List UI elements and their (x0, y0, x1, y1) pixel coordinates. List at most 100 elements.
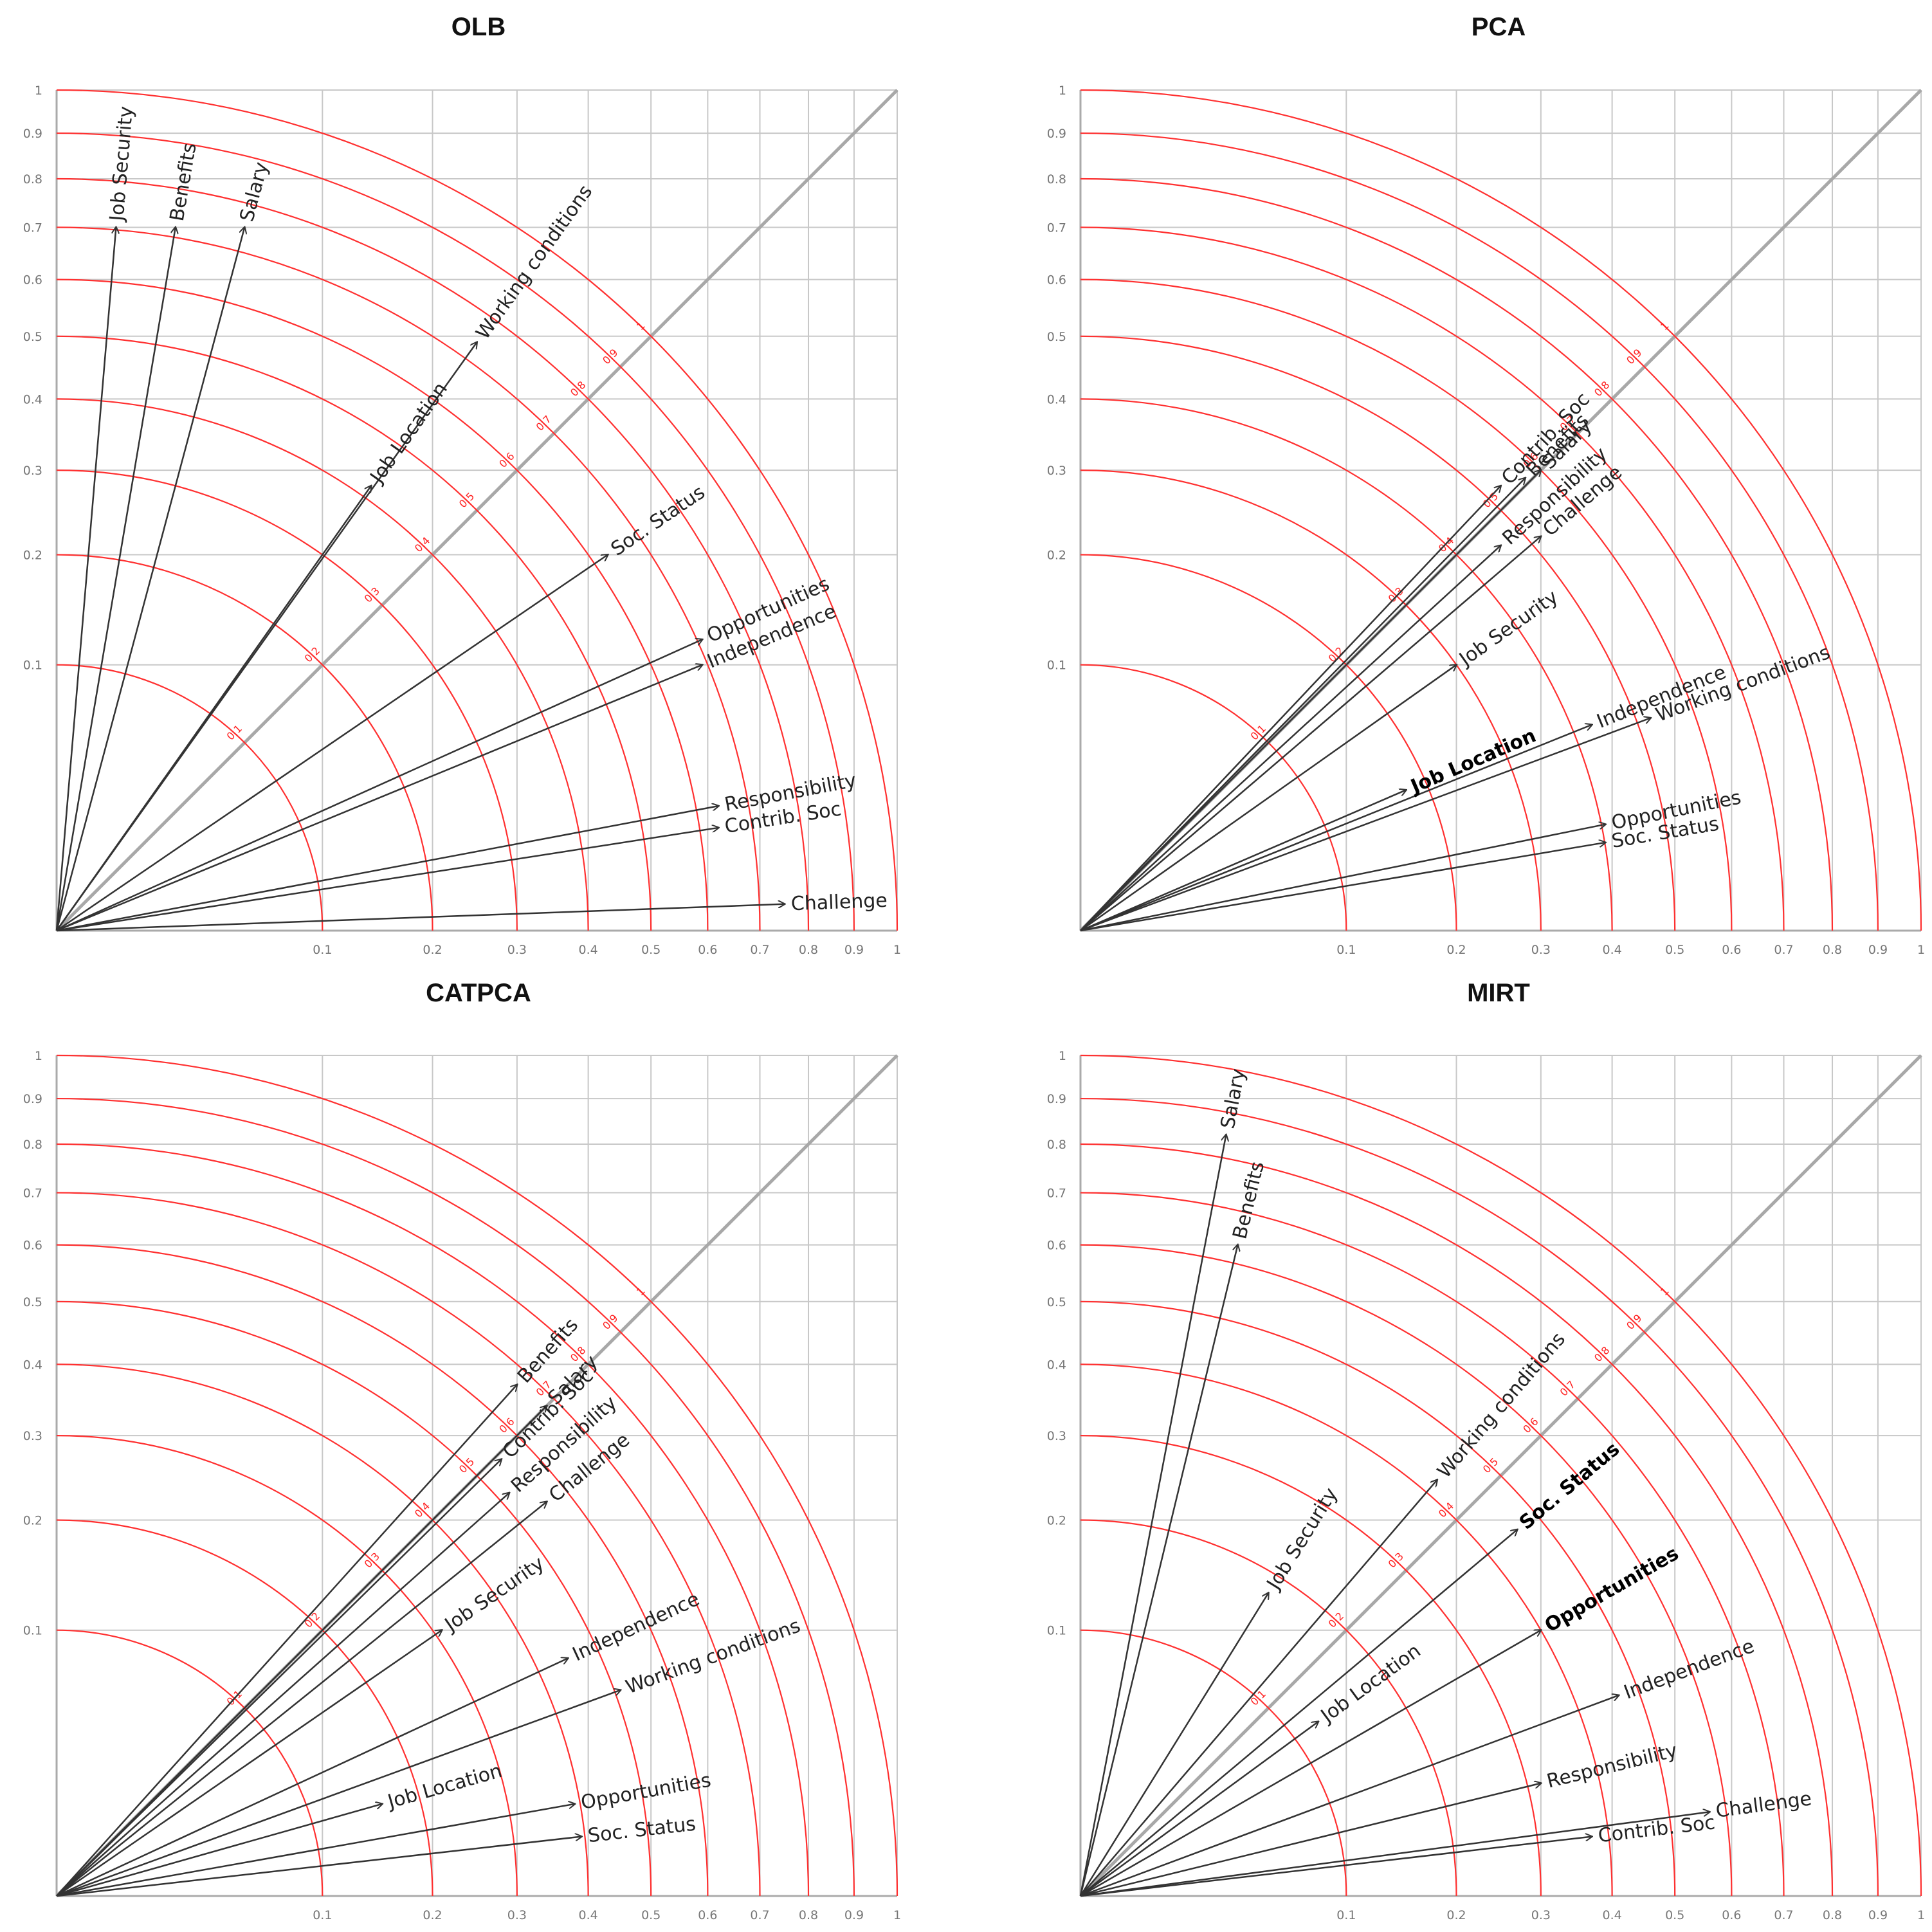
y-tick-label: 0.5 (1047, 1295, 1066, 1309)
y-tick-label: 0.3 (23, 1429, 42, 1443)
panel-title: MIRT (1467, 979, 1530, 1007)
y-tick-label: 0.6 (23, 273, 42, 287)
vector-label-job-security: Job Security (1262, 1484, 1342, 1594)
vector-arrow-benefits (56, 1385, 517, 1897)
y-tick-label: 0.2 (1047, 548, 1066, 562)
ring-arc (1080, 226, 1785, 931)
vector-arrow-salary (56, 1406, 547, 1897)
vector-label-opportunities: Opportunities (579, 1769, 713, 1814)
vector-arrow-contrib-soc (56, 828, 718, 932)
vector-arrow-soc-status (56, 554, 608, 932)
y-tick-label: 0.3 (23, 464, 42, 478)
ring-arc (1080, 1300, 1676, 1897)
vector-label-job-security: Job Security (440, 1552, 549, 1637)
y-tick-label: 0.3 (1047, 464, 1066, 478)
vector-arrow-contrib-soc (1080, 1837, 1592, 1897)
vector-label-contrib-soc: Contrib. Soc (1597, 1811, 1717, 1847)
x-tick-label: 0.2 (1446, 1908, 1466, 1922)
vector-arrow-opportunities (56, 639, 702, 932)
y-tick-label: 0.6 (23, 1239, 42, 1253)
ring-arc (1080, 89, 1922, 931)
ring-arc (56, 278, 709, 931)
x-tick-label: 1 (893, 943, 901, 957)
panel-title: PCA (1472, 13, 1526, 41)
ring-arc (56, 132, 855, 931)
vector-arrow-contrib-soc (1080, 486, 1501, 931)
x-tick-label: 0.3 (1531, 943, 1551, 957)
y-tick-label: 0.5 (1047, 330, 1066, 344)
vector-arrow-salary (1079, 1135, 1226, 1897)
ring-arc (1080, 178, 1834, 931)
y-tick-label: 0.9 (1047, 1092, 1066, 1106)
y-tick-label: 0.1 (1047, 659, 1066, 673)
vector-label-soc-status: Soc. Status (607, 481, 709, 561)
y-tick-label: 0.6 (1047, 1239, 1066, 1253)
ring-arc (56, 226, 761, 931)
chart-panel-mirt: MIRT 0.1 0.1 0.2 0.2 0.3 0.3 0.4 0.4 0.5 0.5 0.6 0.6… (1047, 979, 1925, 1922)
y-tick-label: 0.4 (23, 392, 42, 406)
x-tick-label: 0.3 (1531, 1908, 1551, 1922)
x-tick-label: 0.7 (1774, 1908, 1793, 1922)
y-tick-label: 0.7 (1047, 1186, 1066, 1200)
y-tick-label: 0.8 (23, 1138, 42, 1152)
vector-arrow-job-security (55, 227, 116, 931)
ring-arc (56, 1097, 855, 1897)
vector-label-working-conditions: Working conditions (1433, 1328, 1570, 1482)
vector-arrow-challenge (56, 1502, 547, 1897)
vector-arrow-challenge (1080, 536, 1541, 931)
y-tick-label: 0.1 (23, 1624, 42, 1638)
vector-arrow-responsibility (56, 1493, 509, 1897)
x-tick-label: 0.5 (1665, 943, 1684, 957)
y-tick-label: 0.1 (23, 659, 42, 673)
vector-label-soc-status: Soc. Status (587, 1813, 697, 1848)
y-tick-label: 1 (35, 84, 42, 98)
y-tick-label: 0.9 (23, 127, 42, 141)
ring-arc (56, 178, 810, 931)
vector-arrow-job-security (1080, 665, 1457, 932)
x-tick-label: 0.2 (423, 1908, 442, 1922)
y-tick-label: 0.6 (1047, 273, 1066, 287)
y-tick-label: 0.8 (1047, 1138, 1066, 1152)
vector-arrow-independence (1080, 725, 1592, 932)
vector-label-salary: Salary (235, 159, 273, 224)
y-tick-label: 0.7 (1047, 221, 1066, 235)
vector-arrow-salary (1080, 470, 1541, 931)
vector-arrow-soc-status (56, 1837, 581, 1897)
ring-arc (56, 1054, 898, 1897)
ring-arc (1080, 1363, 1613, 1897)
x-tick-label: 0.3 (507, 1908, 527, 1922)
vector-arrow-challenge (56, 904, 785, 932)
y-tick-label: 0.2 (23, 548, 42, 562)
vector-arrow-contrib-soc (56, 1459, 502, 1897)
ring-arc (56, 1143, 810, 1897)
x-tick-label: 1 (1917, 943, 1925, 957)
vector-arrow-soc-status (1080, 843, 1605, 932)
vector-arrow-responsibility (1080, 1783, 1541, 1897)
vector-arrow-working-conditions (56, 1690, 621, 1897)
y-tick-label: 0.5 (23, 330, 42, 344)
x-tick-label: 0.4 (579, 1908, 598, 1922)
x-tick-label: 0.8 (799, 1908, 818, 1922)
vector-label-benefits: Benefits (166, 141, 201, 223)
x-tick-label: 0.1 (313, 943, 332, 957)
y-tick-label: 1 (35, 1049, 42, 1063)
ring-arc (1080, 1054, 1922, 1897)
vector-arrow-job-security (56, 1630, 442, 1897)
vector-label-challenge: Challenge (790, 889, 888, 915)
ring-arc (56, 469, 518, 931)
vector-arrow-responsibility (56, 806, 718, 932)
x-tick-label: 0.9 (844, 943, 864, 957)
x-tick-label: 0.7 (1774, 943, 1793, 957)
panel-title: OLB (451, 13, 506, 41)
x-tick-label: 1 (893, 1908, 901, 1922)
vector-arrow-soc-status (1080, 1529, 1517, 1897)
x-tick-label: 0.7 (750, 943, 769, 957)
x-tick-label: 0.4 (579, 943, 598, 957)
vector-arrow-job-security (1079, 1593, 1268, 1897)
x-tick-label: 0.6 (1722, 1908, 1741, 1922)
ring-arc (56, 89, 898, 931)
vector-arrow-benefits (1079, 1245, 1238, 1897)
vector-arrow-job-location (55, 486, 371, 931)
ring-arc (1080, 132, 1879, 931)
